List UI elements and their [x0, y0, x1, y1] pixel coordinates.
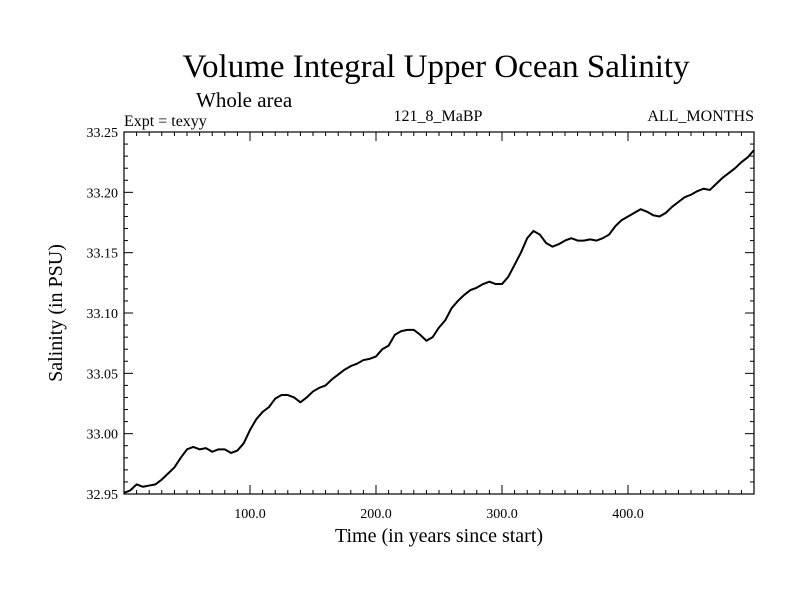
y-tick-label: 32.95 — [87, 488, 119, 503]
y-tick-label: 33.00 — [87, 428, 119, 443]
x-axis-title: Time (in years since start) — [335, 525, 543, 547]
experiment-label: Expt = texyy — [124, 113, 207, 130]
salinity-series-line — [123, 149, 755, 494]
y-tick-label: 33.10 — [87, 307, 119, 322]
chart-subtitle: Whole area — [196, 88, 293, 112]
x-tick-label: 100.0 — [234, 507, 266, 522]
y-axis-tick-labels: 32.95 33.00 33.05 33.10 33.15 33.20 33.25 — [87, 126, 119, 503]
y-tick-label: 33.05 — [87, 367, 119, 382]
plot-frame — [123, 131, 755, 495]
x-tick-label: 300.0 — [486, 507, 518, 522]
x-tick-label: 400.0 — [612, 507, 644, 522]
y-axis-ticks — [124, 143, 754, 483]
x-axis-ticks — [136, 132, 742, 494]
y-tick-label: 33.25 — [87, 126, 119, 141]
chart-title: Volume Integral Upper Ocean Salinity — [182, 49, 690, 85]
x-axis-tick-labels: 100.0 200.0 300.0 400.0 — [234, 507, 644, 522]
y-tick-label: 33.15 — [87, 247, 119, 262]
months-label: ALL_MONTHS — [647, 108, 754, 125]
run-label: 121_8_MaBP — [394, 108, 483, 125]
x-tick-label: 200.0 — [360, 507, 392, 522]
y-tick-label: 33.20 — [87, 186, 119, 201]
y-axis-title: Salinity (in PSU) — [45, 244, 67, 382]
